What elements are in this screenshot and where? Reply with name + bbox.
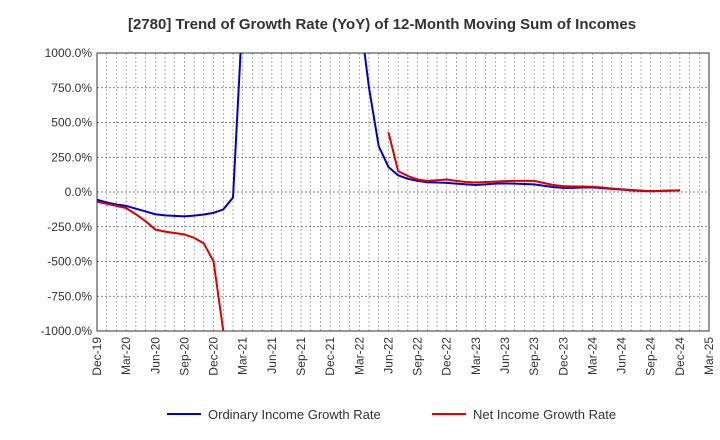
plot-border [96,52,710,332]
y-tick-label: 0.0% [65,185,93,199]
y-tick-label: 750.0% [51,81,92,95]
x-tick-label: Dec-24 [673,337,687,376]
x-tick-label: Jun-24 [615,337,629,374]
x-tick-label: Sep-23 [527,337,541,376]
x-tick-label: Sep-21 [294,337,308,376]
x-tick-label: Sep-20 [177,337,191,376]
x-tick-label: Sep-24 [644,337,658,376]
chart-title: [2780] Trend of Growth Rate (YoY) of 12-… [128,16,636,33]
series-line [97,131,680,331]
legend-label: Ordinary Income Growth Rate [208,407,381,422]
x-tick-label: Mar-20 [119,337,133,375]
x-tick-label: Mar-25 [702,337,716,375]
x-tick-label: Dec-20 [207,337,221,376]
y-tick-label: -500.0% [47,255,92,269]
x-tick-label: Jun-20 [148,337,162,374]
x-tick-label: Jun-21 [265,337,279,374]
x-tick-label: Mar-22 [352,337,366,375]
x-tick-label: Jun-22 [381,337,395,374]
series-group [97,53,680,331]
x-tick-label: Mar-21 [236,337,250,375]
y-tick-label: -1000.0% [41,324,93,338]
x-tick-label: Dec-19 [90,337,104,376]
x-tick-label: Mar-24 [585,337,599,375]
legend-label: Net Income Growth Rate [473,407,616,422]
y-tick-label: -750.0% [47,289,92,303]
y-axis-ticks: 1000.0% 750.0% 500.0% 250.0% 0.0% -250.0% -500… [41,46,93,338]
y-tick-label: 500.0% [51,116,92,130]
y-tick-label: 250.0% [51,150,92,164]
x-tick-label: Mar-23 [469,337,483,375]
y-tick-label: 1000.0% [45,46,93,60]
x-axis-ticks: Dec-19 Mar-20 Jun-20 Sep-20 Dec-20 Mar-21 Jun-… [90,337,716,376]
legend: Ordinary Income Growth Rate Net Income Gr… [167,407,616,422]
x-tick-label: Sep-22 [411,337,425,376]
x-tick-label: Dec-21 [323,337,337,376]
x-tick-label: Dec-23 [556,337,570,376]
x-tick-label: Dec-22 [440,337,454,376]
y-tick-label: -250.0% [47,220,92,234]
x-tick-label: Jun-23 [498,337,512,374]
